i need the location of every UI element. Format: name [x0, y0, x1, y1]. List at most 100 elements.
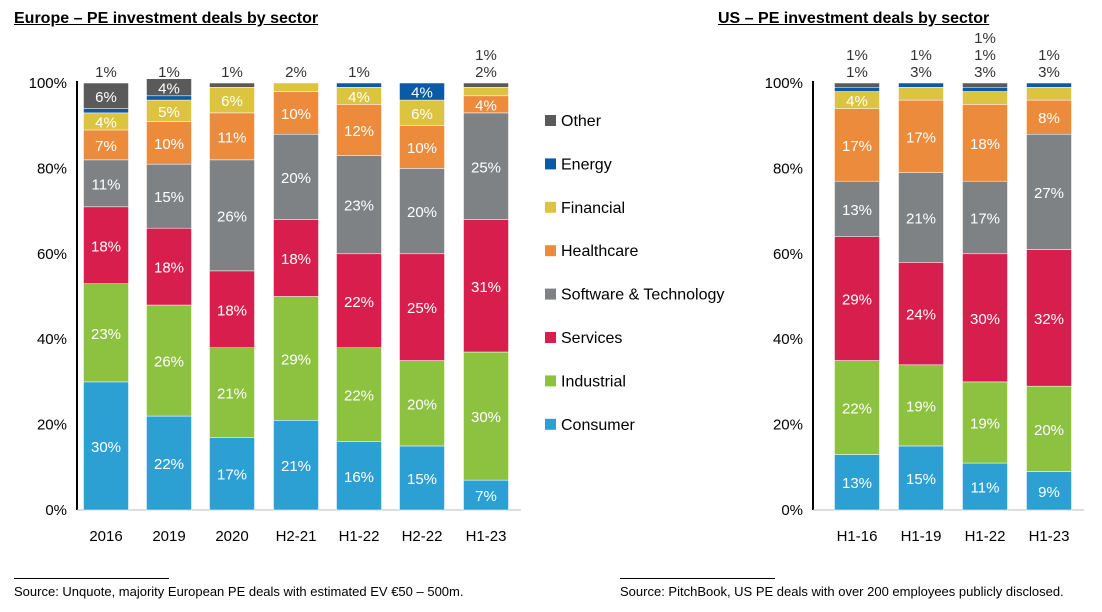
us-bar-segment	[962, 91, 1008, 105]
europe-x-tick-label: H1-22	[339, 528, 380, 545]
europe-data-label: 18%	[91, 238, 121, 255]
us-bar-segment	[834, 87, 880, 92]
europe-y-tick-label: 80%	[37, 160, 67, 177]
europe-data-label: 26%	[217, 208, 247, 225]
us-data-label: 1%	[846, 64, 868, 81]
legend-label: Other	[561, 113, 602, 130]
us-y-tick-label: 80%	[773, 160, 803, 177]
legend-label: Industrial	[561, 373, 626, 390]
europe-data-label: 30%	[471, 409, 501, 426]
us-data-label: 3%	[1038, 64, 1060, 81]
europe-data-label: 7%	[95, 138, 117, 155]
us-bar-segment	[1026, 99, 1072, 135]
legend-label: Healthcare	[561, 243, 638, 260]
us-data-label: 1%	[974, 47, 996, 64]
us-bar-segment	[834, 360, 880, 455]
europe-bar-segment	[209, 159, 255, 272]
us-data-label: 30%	[970, 311, 1000, 328]
europe-data-label: 1%	[348, 64, 370, 81]
europe-data-label: 2%	[285, 64, 307, 81]
us-x-tick-label: H1-19	[901, 528, 942, 545]
us-data-label: 3%	[910, 64, 932, 81]
us-y-tick-label: 40%	[773, 331, 803, 348]
us-chart-title: US – PE investment deals by sector	[718, 10, 990, 27]
us-data-label: 29%	[842, 292, 872, 309]
us-data-label: 13%	[842, 475, 872, 492]
europe-bar-segment	[83, 381, 129, 511]
us-data-label: 11%	[971, 480, 1000, 497]
europe-data-label: 23%	[344, 198, 374, 215]
us-bar-segment	[1026, 385, 1072, 472]
us-data-label: 9%	[1038, 484, 1060, 501]
us-bar-segment	[962, 82, 1008, 88]
europe-data-label: 22%	[154, 456, 184, 473]
legend-swatch	[545, 418, 556, 430]
europe-data-label: 5%	[158, 104, 180, 121]
us-data-label: 1%	[1038, 47, 1060, 64]
europe-data-label: 4%	[411, 85, 433, 102]
us-bar-segment	[1026, 471, 1072, 511]
europe-data-label: 6%	[411, 106, 433, 123]
europe-data-label: 10%	[407, 140, 437, 157]
us-bar-segment	[1026, 249, 1072, 387]
footnote-rule	[14, 578, 169, 579]
europe-bar-segment	[209, 347, 255, 438]
us-data-label: 32%	[1034, 311, 1064, 328]
footnote-rule	[620, 578, 775, 579]
legend-label: Energy	[561, 156, 612, 173]
europe-data-label: 25%	[471, 159, 501, 176]
europe-data-label: 31%	[471, 279, 501, 296]
us-data-label: 17%	[842, 138, 872, 155]
europe-data-label: 18%	[154, 260, 184, 277]
europe-data-label: 20%	[281, 170, 311, 187]
europe-bar-segment	[399, 168, 445, 255]
europe-bar-segment	[83, 283, 129, 383]
europe-bar-segment	[83, 108, 129, 114]
europe-data-label: 29%	[281, 351, 311, 368]
us-data-label: 19%	[970, 415, 1000, 432]
us-data-label: 13%	[842, 202, 872, 219]
europe-data-label: 10%	[281, 106, 311, 123]
us-data-label: 24%	[906, 307, 936, 324]
europe-data-label: 20%	[407, 204, 437, 221]
legend-swatch	[545, 288, 556, 300]
europe-bar-segment	[146, 304, 192, 417]
europe-data-label: 6%	[221, 93, 243, 110]
europe-bar-segment	[399, 125, 445, 169]
us-bar-segment	[962, 87, 1008, 92]
us-data-label: 19%	[906, 398, 936, 415]
us-data-label: 21%	[906, 211, 936, 228]
us-data-label: 1%	[974, 30, 996, 47]
europe-x-tick-label: 2016	[89, 528, 122, 545]
us-data-label: 1%	[910, 47, 932, 64]
europe-data-label: 1%	[158, 64, 180, 81]
us-bar-segment	[1026, 133, 1072, 250]
europe-bar-segment	[273, 296, 319, 421]
europe-data-label: 30%	[91, 439, 121, 456]
europe-data-label: 2%	[475, 64, 497, 81]
europe-bar-segment	[399, 445, 445, 511]
us-bar-segment	[962, 180, 1008, 255]
us-bar-segment	[898, 87, 944, 101]
us-bar-segment	[834, 236, 880, 361]
us-bar-segment	[834, 180, 880, 237]
europe-data-label: 26%	[154, 354, 184, 371]
europe-bar-segment	[209, 437, 255, 511]
us-data-label: 3%	[974, 64, 996, 81]
europe-bar-segment	[146, 415, 192, 511]
us-data-label: 8%	[1038, 110, 1060, 127]
legend-swatch	[545, 158, 556, 170]
europe-bar-segment	[209, 270, 255, 348]
us-bar-segment	[834, 108, 880, 182]
europe-data-label: 12%	[344, 123, 374, 140]
us-data-label: 1%	[846, 47, 868, 64]
europe-bar-segment	[336, 82, 382, 88]
europe-bar-segment	[83, 159, 129, 208]
us-data-label: 4%	[846, 93, 868, 110]
us-bar-segment	[898, 99, 944, 173]
europe-data-label: 1%	[95, 64, 117, 81]
us-data-label: 22%	[842, 401, 872, 418]
europe-data-label: 18%	[281, 251, 311, 268]
us-bar-segment	[834, 82, 880, 88]
legend-label: Services	[561, 330, 622, 347]
